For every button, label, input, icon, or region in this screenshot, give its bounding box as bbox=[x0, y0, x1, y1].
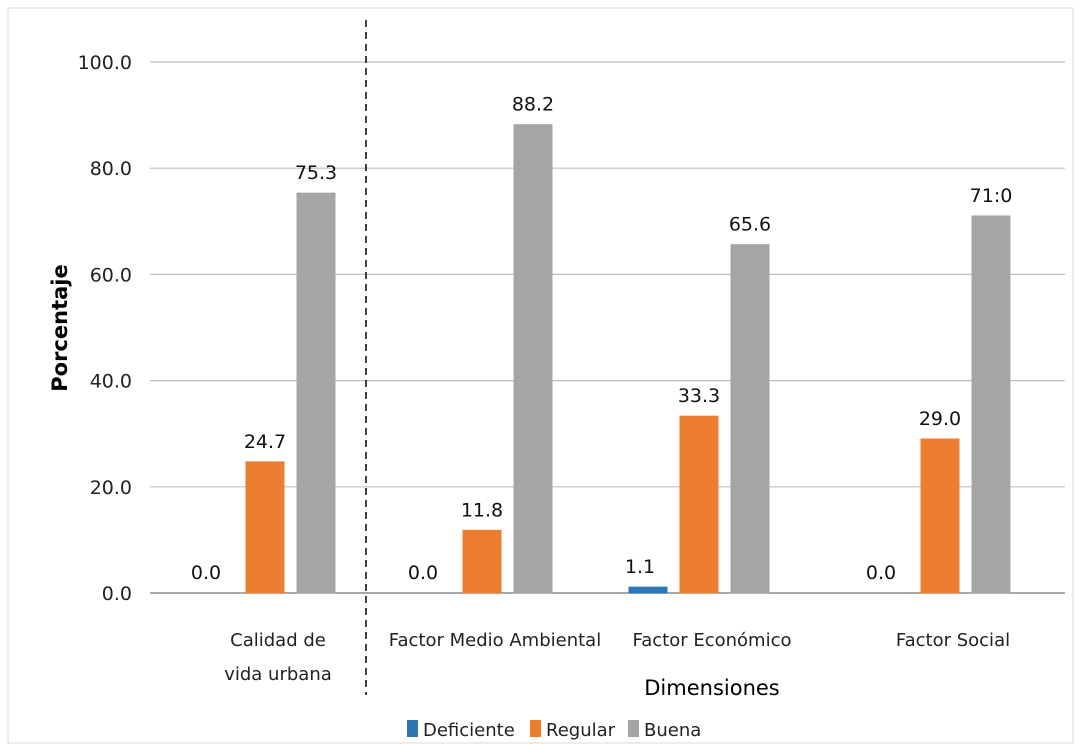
data-label: 0.0 bbox=[191, 562, 221, 584]
y-tick-label: 60.0 bbox=[90, 264, 132, 286]
bar-buena-3 bbox=[972, 216, 1010, 593]
data-label: 1.1 bbox=[625, 556, 655, 578]
bar-deficiente-2 bbox=[629, 587, 667, 593]
data-label: 0.0 bbox=[408, 562, 438, 584]
x-category-label: Calidad de bbox=[230, 630, 326, 651]
data-label: 88.2 bbox=[512, 94, 554, 116]
data-label: 71:0 bbox=[970, 185, 1013, 207]
y-tick-label: 20.0 bbox=[90, 477, 132, 499]
bar-buena-1 bbox=[514, 125, 552, 593]
data-label: 75.3 bbox=[295, 162, 337, 184]
bar-regular-3 bbox=[921, 439, 959, 593]
y-tick-label: 0.0 bbox=[102, 583, 132, 605]
data-label: 65.6 bbox=[729, 214, 771, 236]
x-category-label: Factor Medio Ambiental bbox=[389, 630, 601, 651]
legend-swatch-regular bbox=[530, 720, 541, 737]
bar-buena-0 bbox=[297, 193, 335, 593]
x-axis-title: Dimensiones bbox=[644, 676, 780, 700]
data-label: 11.8 bbox=[461, 499, 503, 521]
legend-label-buena: Buena bbox=[644, 720, 701, 741]
legend-swatch-buena bbox=[628, 720, 639, 737]
bar-buena-2 bbox=[731, 245, 769, 593]
x-category-label: vida urbana bbox=[224, 664, 332, 685]
bar-regular-1 bbox=[463, 530, 501, 593]
y-tick-label: 80.0 bbox=[90, 158, 132, 180]
y-tick-label: 100.0 bbox=[78, 52, 132, 74]
x-category-label: Factor Económico bbox=[633, 630, 792, 651]
legend-label-regular: Regular bbox=[546, 720, 616, 741]
data-label: 0.0 bbox=[866, 562, 896, 584]
legend-swatch-deficiente bbox=[407, 720, 418, 737]
data-label: 29.0 bbox=[919, 408, 961, 430]
bar-regular-0 bbox=[246, 462, 284, 593]
y-axis-title: Porcentaje bbox=[48, 264, 72, 391]
data-label: 24.7 bbox=[244, 431, 286, 453]
y-tick-label: 40.0 bbox=[90, 371, 132, 393]
legend-label-deficiente: Deficiente bbox=[423, 720, 515, 741]
x-category-label: Factor Social bbox=[896, 630, 1010, 651]
data-label: 33.3 bbox=[678, 385, 720, 407]
bar-regular-2 bbox=[680, 416, 718, 593]
